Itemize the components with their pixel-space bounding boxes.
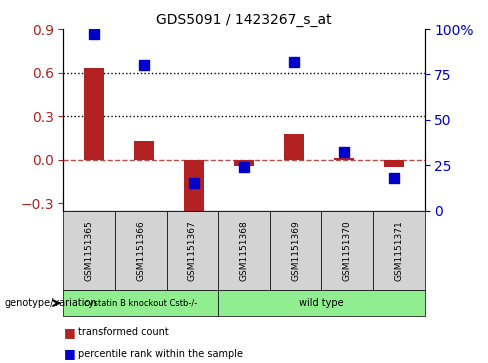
Text: GSM1151367: GSM1151367 xyxy=(188,220,197,281)
Text: cystatin B knockout Cstb-/-: cystatin B knockout Cstb-/- xyxy=(84,299,198,307)
Title: GDS5091 / 1423267_s_at: GDS5091 / 1423267_s_at xyxy=(156,13,332,26)
Text: GSM1151369: GSM1151369 xyxy=(291,220,300,281)
Text: wild type: wild type xyxy=(299,298,344,308)
Bar xyxy=(334,158,354,160)
Bar xyxy=(385,160,405,167)
Bar xyxy=(184,160,204,211)
Text: GSM1151370: GSM1151370 xyxy=(343,220,352,281)
Bar xyxy=(134,141,154,160)
Text: genotype/variation: genotype/variation xyxy=(5,298,98,308)
Text: GSM1151366: GSM1151366 xyxy=(136,220,145,281)
Text: GSM1151371: GSM1151371 xyxy=(394,220,403,281)
Text: ■: ■ xyxy=(63,347,75,360)
Text: ■: ■ xyxy=(63,326,75,339)
Text: percentile rank within the sample: percentile rank within the sample xyxy=(78,349,243,359)
Bar xyxy=(284,134,304,160)
Bar xyxy=(234,160,254,166)
Bar xyxy=(83,68,103,160)
Text: transformed count: transformed count xyxy=(78,327,169,337)
Text: GSM1151368: GSM1151368 xyxy=(240,220,248,281)
Text: GSM1151365: GSM1151365 xyxy=(85,220,94,281)
